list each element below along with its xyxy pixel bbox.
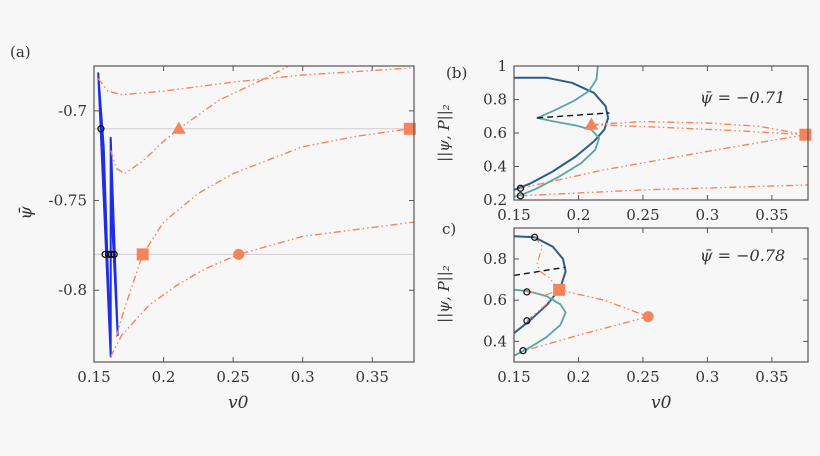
- y-tick-label: -0.7: [58, 102, 87, 120]
- series-orange-descent: [520, 134, 806, 189]
- x-tick-label: 0.25: [626, 368, 659, 386]
- series-orange-to-circle: [558, 289, 649, 318]
- axes-frame-c: [513, 227, 809, 363]
- square-marker: [553, 283, 566, 296]
- ring-marker: [519, 347, 527, 355]
- triangle-marker: [584, 117, 599, 130]
- x-tick-label: 0.3: [695, 206, 719, 224]
- x-tick-label: 0.15: [77, 368, 110, 386]
- y-tick-label: -0.75: [49, 192, 87, 210]
- axes-frame-a: [93, 65, 415, 363]
- y-tick-label: 1: [497, 57, 507, 75]
- square-marker: [136, 248, 149, 261]
- y-tick-label: 0.2: [483, 191, 507, 209]
- x-tick-label: 0.35: [755, 368, 788, 386]
- series-orange-lower-arc: [591, 123, 806, 136]
- ring-marker: [107, 250, 116, 259]
- y-axis-label-c: ||ψ, P||₂: [434, 265, 453, 323]
- square-marker: [799, 128, 812, 141]
- y-axis-label-b: ||ψ, P||₂: [434, 104, 453, 162]
- ring-marker: [110, 250, 118, 259]
- series-blue-branch: [97, 72, 119, 358]
- x-tick-label: 0.25: [626, 206, 659, 224]
- x-tick-label: 0.25: [216, 368, 249, 386]
- panel-label-b: (b): [446, 64, 468, 82]
- series-orange-bottom: [520, 184, 808, 197]
- series-teal-branch: [514, 66, 600, 198]
- y-tick-label: 0.4: [483, 332, 507, 350]
- series-orange-branch-1: [97, 67, 414, 96]
- x-tick-label: 0.3: [695, 368, 719, 386]
- series-dark-blue-branch: [514, 76, 610, 191]
- x-tick-label: 0.15: [497, 368, 530, 386]
- x-tick-label: 0.3: [291, 368, 315, 386]
- series-teal-branch: [514, 288, 567, 357]
- x-tick-label: 0.2: [567, 368, 591, 386]
- series-orange-upper: [534, 236, 560, 291]
- series-orange-mid: [526, 289, 560, 296]
- series-unstable-dashed: [537, 112, 610, 119]
- x-tick-label: 0.15: [497, 206, 530, 224]
- ring-marker: [516, 192, 525, 200]
- axes-frame-b: [513, 65, 809, 201]
- y-tick-label: -0.8: [58, 281, 87, 299]
- x-axis-label-a: v0: [228, 393, 249, 413]
- series-orange-upper-arc: [591, 120, 806, 136]
- circle-marker: [233, 248, 245, 260]
- ring-marker: [523, 288, 531, 296]
- series-dark-blue-branch: [514, 235, 567, 334]
- series-orange-branch-2: [110, 66, 290, 175]
- panel-label-a: (a): [10, 43, 31, 61]
- ring-marker: [523, 317, 531, 325]
- series-orange-return: [524, 315, 649, 352]
- y-tick-label: 0.8: [483, 250, 507, 268]
- circle-marker: [642, 311, 654, 323]
- panel-label-c: c): [442, 220, 457, 238]
- series-orange-branch-3: [115, 128, 410, 338]
- ring-marker: [516, 184, 525, 192]
- ring-marker: [97, 125, 105, 133]
- x-tick-label: 0.35: [755, 206, 788, 224]
- series-unstable-dashed: [514, 266, 566, 277]
- y-tick-label: 0.4: [483, 158, 507, 176]
- square-marker: [403, 122, 416, 135]
- ring-marker: [530, 233, 539, 241]
- x-tick-label: 0.2: [567, 206, 591, 224]
- x-tick-label: 0.35: [356, 368, 389, 386]
- x-tick-label: 0.2: [152, 368, 176, 386]
- annotation-c: ψ̄ = −0.78: [700, 246, 786, 265]
- y-axis-label-a: ψ̄: [16, 206, 37, 220]
- series-orange-branch-4: [110, 221, 414, 357]
- annotation-b: ψ̄ = −0.71: [700, 88, 786, 107]
- y-tick-label: 0.8: [483, 91, 507, 109]
- y-tick-label: 0.6: [483, 291, 507, 309]
- y-tick-label: 0.6: [483, 124, 507, 142]
- triangle-marker: [171, 121, 186, 134]
- x-axis-label-c: v0: [651, 393, 672, 413]
